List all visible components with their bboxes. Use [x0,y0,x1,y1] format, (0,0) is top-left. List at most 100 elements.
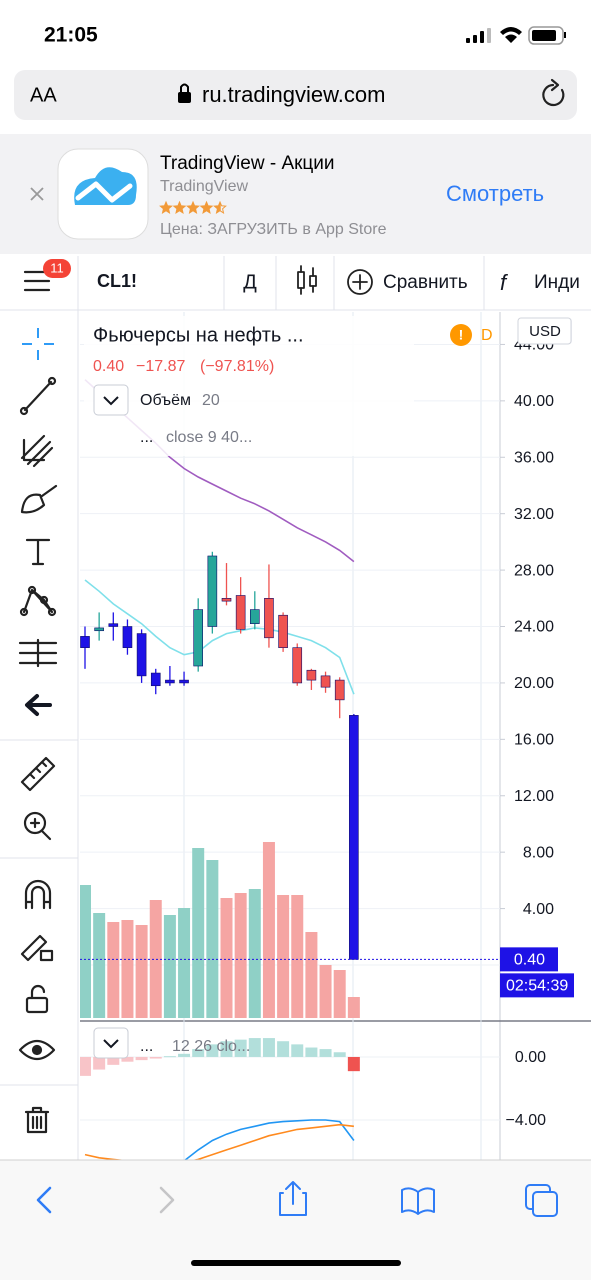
histogram-bar [319,1049,332,1057]
delay-badge: D [481,327,493,344]
y-tick-label: 20.00 [514,675,554,692]
visibility-tool[interactable] [18,1039,56,1061]
volume-bar [107,922,120,1018]
histogram-bar [93,1056,106,1070]
more[interactable]: ... [140,1038,153,1055]
last-price-label: 0.40 [514,952,545,969]
status-icons [466,26,566,45]
y-tick-label: 32.00 [514,506,554,523]
candle-body [320,675,331,688]
volume-bar [319,965,332,1018]
candle-body [193,609,203,667]
delete-tool[interactable] [24,1106,50,1134]
ruler-tool[interactable] [20,756,56,792]
prediction-tool[interactable] [18,638,58,668]
candle-body [136,633,147,677]
collapse-macd[interactable] [93,1027,129,1059]
candle-body [278,614,288,648]
histogram-bar [234,1039,247,1057]
histogram-bar [192,1049,205,1057]
chart-type-button[interactable] [297,265,317,295]
currency-badge [517,317,572,345]
back-button[interactable] [36,1186,52,1214]
magnet-tool[interactable] [24,879,52,910]
volume-bar [277,895,290,1018]
reload-button[interactable] [542,78,565,107]
y-tick-label: 36.00 [514,449,554,466]
volume-bar [178,908,191,1018]
volume-bar [347,997,360,1018]
compare-button[interactable]: Сравнить [383,272,468,293]
home-indicator [191,1260,401,1266]
star-fill [173,202,186,213]
volume-bar [192,848,205,1018]
y-tick-label: 24.00 [514,619,554,636]
candle-body [165,679,175,684]
url-bar[interactable] [14,70,577,120]
indicators-button[interactable]: Инди [534,272,580,293]
more[interactable]: ... [140,429,153,446]
y-tick-label: 8.00 [523,844,554,861]
volume-bar [291,895,304,1018]
fib-tool[interactable] [20,434,54,468]
volume-name: Объём [140,392,191,409]
volume-length: 20 [202,392,220,409]
macd-tick-label: 0.00 [515,1049,546,1066]
candle-body [207,555,218,627]
candle-body [306,669,317,681]
volume-bar [220,898,233,1018]
volume-bar [262,842,275,1018]
bookmarks-button[interactable] [401,1187,435,1215]
share-button[interactable] [279,1181,307,1216]
macd-line [183,1119,355,1160]
drawing-tools [0,310,79,1160]
url[interactable]: ru.tradingview.com [202,82,385,107]
back-tool[interactable] [25,694,52,716]
change-percent: (−97.81%) [200,358,274,375]
histogram-bar [248,1038,261,1057]
candle-body [108,623,119,627]
candle-body [221,598,232,602]
crosshair-tool[interactable] [22,328,54,360]
symbol[interactable]: CL1! [97,271,137,291]
lock-drawings[interactable] [20,934,54,962]
candle-body [150,672,161,687]
tabs-button[interactable] [525,1184,558,1217]
compare-icon[interactable] [347,269,373,295]
macd-tick-label: −4.00 [506,1112,547,1129]
interval[interactable]: Д [243,271,257,293]
collapse-legend[interactable] [93,384,129,416]
zoom-tool[interactable] [23,811,52,841]
text-tool[interactable] [25,538,51,566]
fx-icon[interactable]: f [500,270,509,295]
candle-body [292,647,303,684]
developer: TradingView [160,178,248,195]
volume-bar [93,913,106,1018]
last-price-tag [500,947,558,972]
brush-tool[interactable] [20,484,58,514]
histogram-bar [80,1056,91,1076]
histogram-bar [291,1044,304,1057]
text-size-button[interactable]: AA [30,84,57,106]
line-tool[interactable] [19,376,57,416]
candle-body [179,679,189,684]
candle-body [349,715,359,960]
star-fill [200,202,213,213]
pattern-tool[interactable] [19,585,57,617]
unlock-tool[interactable] [25,984,49,1014]
histogram-bar [178,1053,191,1057]
forward-button[interactable] [159,1186,175,1214]
close-banner[interactable] [30,187,44,201]
histogram-bar [220,1041,233,1057]
histogram-bar [107,1056,120,1065]
star-fill [187,202,199,213]
view-button[interactable]: Смотреть [446,181,544,206]
volume-bar [149,900,162,1018]
histogram-bar [206,1044,219,1057]
y-tick-label: 12.00 [514,788,554,805]
volume-bar [80,885,91,1018]
signal-line [84,1123,354,1160]
histogram-bar [262,1038,275,1057]
